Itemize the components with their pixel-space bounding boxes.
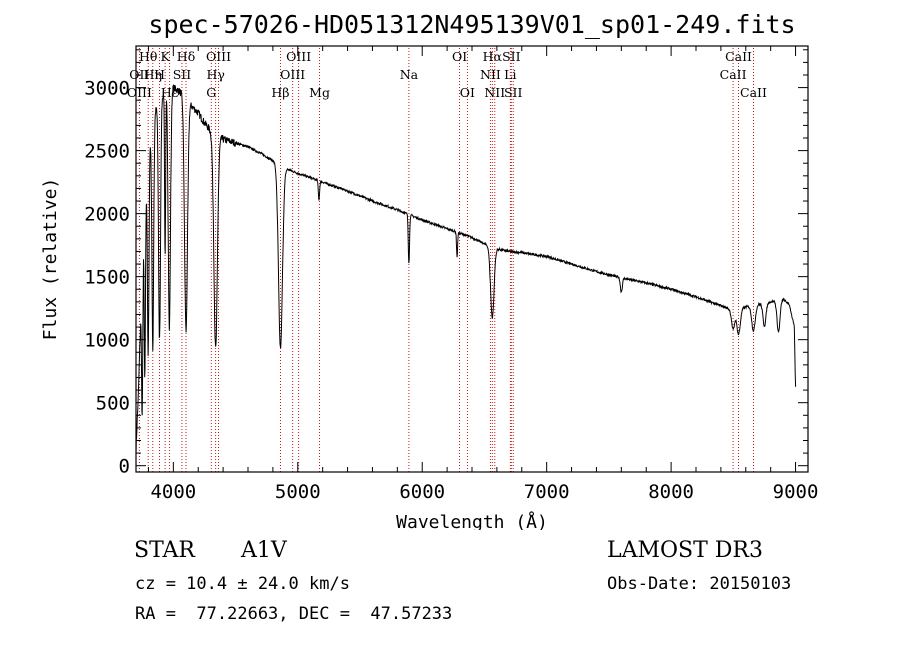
- x-tick-label: 7000: [524, 481, 570, 503]
- reference-line-label: Na: [400, 67, 419, 82]
- y-tick-label: 2500: [84, 141, 130, 163]
- axis-ticks: [136, 46, 808, 472]
- reference-line-label: H: [154, 67, 165, 82]
- reference-line-label: Hγ: [206, 67, 224, 82]
- object-class: STAR: [134, 538, 195, 563]
- reference-line-label: Hδ: [177, 49, 195, 64]
- x-tick-label: 5000: [275, 481, 321, 503]
- y-axis-label: Flux (relative): [40, 178, 61, 341]
- y-tick-label: 3000: [84, 78, 130, 100]
- reference-line-label: Mg: [309, 85, 330, 100]
- x-tick-label: 8000: [648, 481, 694, 503]
- reference-line-label: SII: [502, 49, 521, 64]
- reference-line-label: NII: [480, 67, 501, 82]
- reference-line-label: OI: [452, 49, 467, 64]
- y-tick-label: 500: [96, 393, 130, 415]
- reference-line-label: OIII: [280, 67, 305, 82]
- reference-line-label: G: [206, 85, 216, 100]
- object-subclass: A1V: [241, 538, 287, 563]
- plot-frame: [135, 45, 809, 473]
- y-tick-label: 0: [119, 456, 130, 478]
- reference-line-label: OIII: [127, 85, 152, 100]
- reference-lines: [138, 48, 754, 472]
- x-tick-label: 4000: [150, 481, 196, 503]
- chart-title: spec-57026-HD051312N495139V01_sp01-249.f…: [148, 10, 795, 39]
- reference-line-label: OI: [460, 85, 475, 100]
- observation-date: Obs-Date: 20150103: [607, 574, 792, 594]
- reference-line-label: Hβ: [271, 85, 289, 100]
- reference-line-label: Hθ: [139, 49, 157, 64]
- spectrum-chart: spec-57026-HD051312N495139V01_sp01-249.f…: [40, 10, 818, 530]
- reference-line-label: Hη: [144, 67, 162, 82]
- survey-name: LAMOST DR3: [607, 538, 763, 563]
- reference-line-label: Hα: [483, 49, 503, 64]
- y-tick-label: 1500: [84, 267, 130, 289]
- reference-line-label: Li: [504, 67, 516, 82]
- reference-line-label: OIII: [206, 49, 231, 64]
- x-axis-label: Wavelength (Å): [396, 511, 548, 530]
- x-tick-label: 6000: [399, 481, 445, 503]
- reference-line-label: CaII: [720, 67, 747, 82]
- reference-line-label: SII: [173, 67, 192, 82]
- redshift-info: cz = 10.4 ± 24.0 km/s: [135, 574, 350, 594]
- coordinates-info: RA = 77.22663, DEC = 47.57233: [135, 604, 453, 624]
- x-tick-labels: 4000 5000 6000 7000 8000 9000: [150, 481, 818, 503]
- spectrum-series-line: [135, 84, 797, 455]
- reference-line-label: CaII: [725, 49, 752, 64]
- reference-line-label: CaII: [740, 85, 767, 100]
- reference-line-label: OIII: [286, 49, 311, 64]
- x-tick-label: 9000: [773, 481, 819, 503]
- y-tick-label: 2000: [84, 204, 130, 226]
- reference-line-label: SII: [504, 85, 523, 100]
- y-tick-label: 1000: [84, 330, 130, 352]
- reference-line-label: NII: [484, 85, 505, 100]
- reference-line-label: K: [160, 49, 170, 64]
- y-tick-labels: 0 500 1000 1500 2000 2500 3000: [84, 78, 130, 478]
